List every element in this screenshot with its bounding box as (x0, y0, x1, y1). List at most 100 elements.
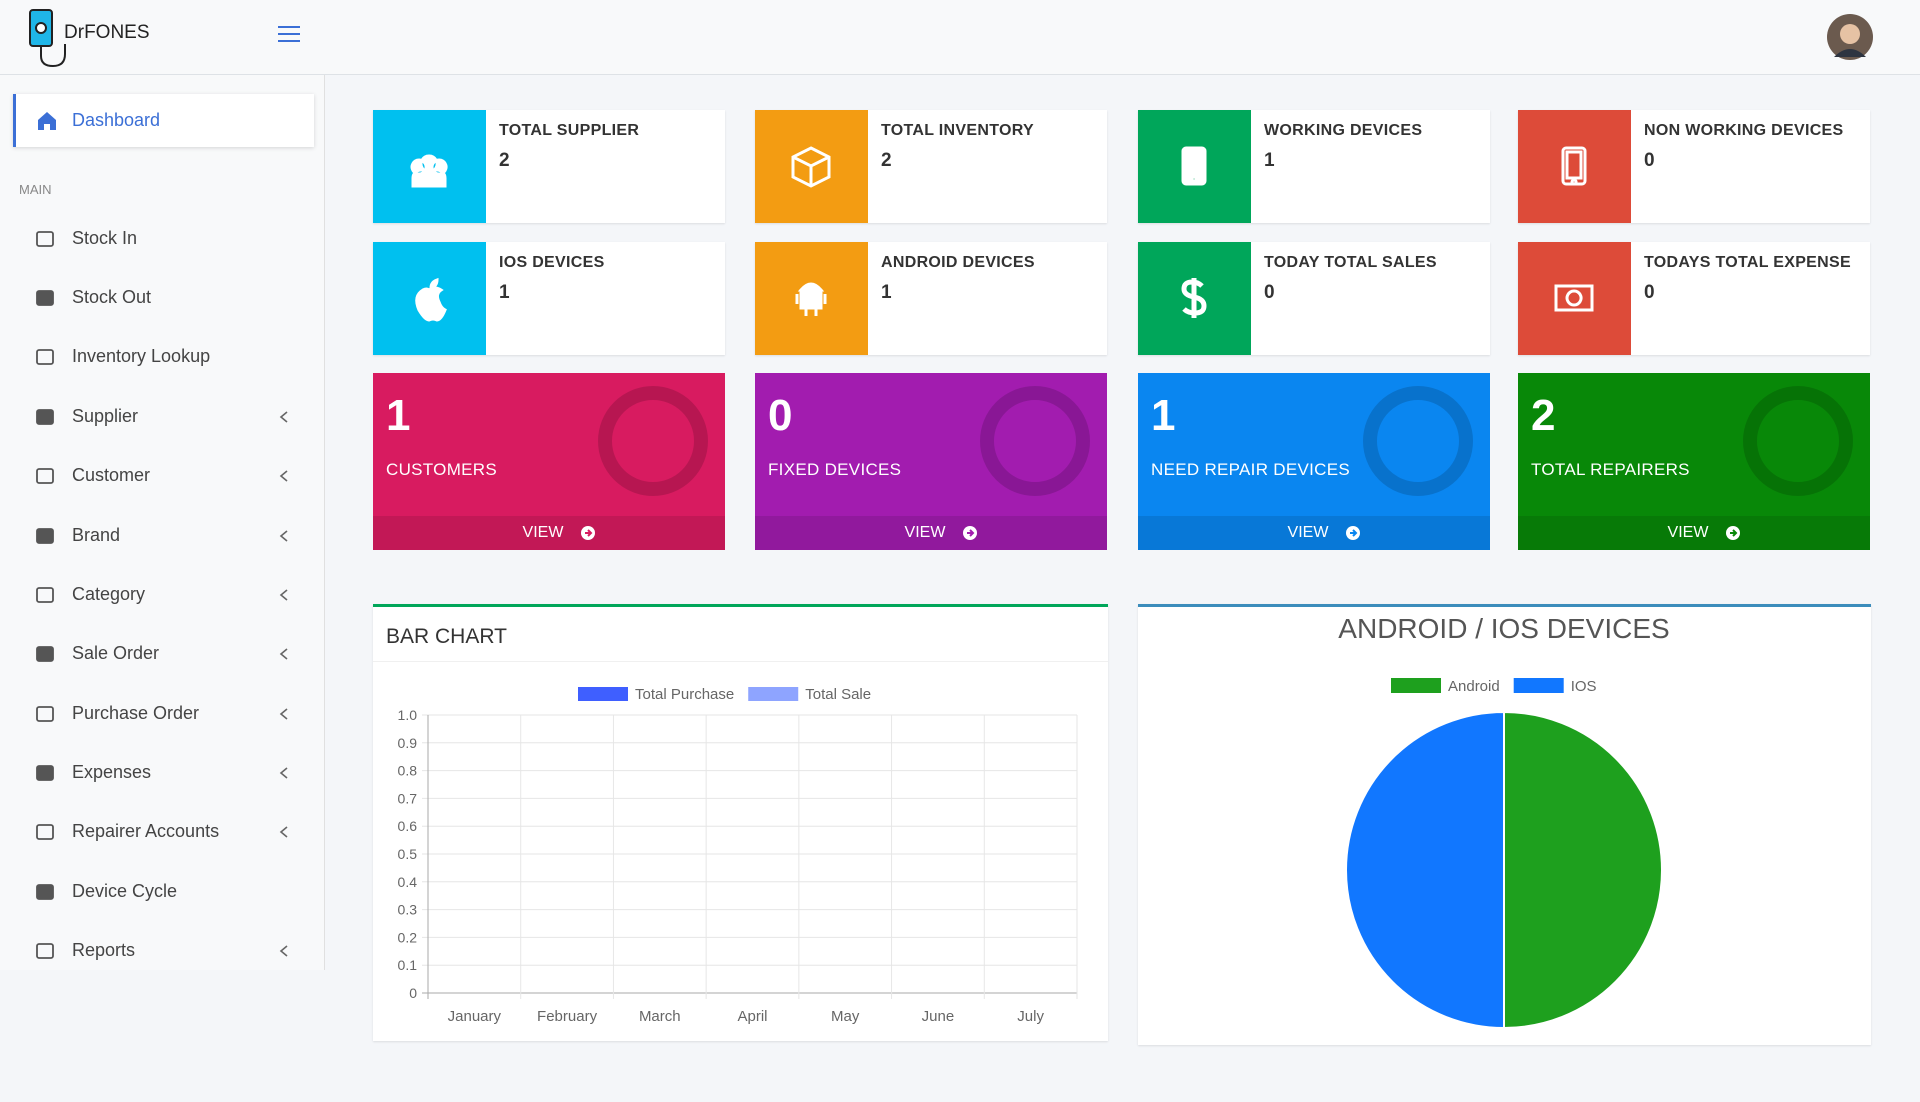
x-tick-label: January (448, 1008, 502, 1025)
chevron (279, 470, 288, 482)
info-box-title: NON WORKING DEVICES (1644, 122, 1844, 139)
nav-item[interactable]: Category (30, 581, 300, 609)
stat-box-footer[interactable]: VIEW (373, 516, 725, 550)
legend-label: Total Sale (805, 686, 871, 703)
info-box: IOS DEVICES 1 (373, 242, 725, 355)
info-box: TODAY TOTAL SALES 0 (1138, 242, 1490, 355)
chevron (279, 945, 288, 957)
pie-slice (1503, 710, 1663, 1030)
x-tick-label: March (639, 1008, 681, 1025)
nav-item[interactable]: Expenses (30, 759, 300, 787)
stat-box-footer[interactable]: VIEW (1518, 516, 1870, 550)
nav-icon (36, 943, 54, 959)
info-box: TODAYS TOTAL EXPENSE 0 (1518, 242, 1870, 355)
nav-item[interactable]: Inventory Lookup (30, 343, 300, 371)
icon-shape (1743, 386, 1853, 496)
nav-item-active[interactable]: Dashboard (13, 94, 314, 147)
submenu-chevron (279, 767, 288, 779)
nav-icon (36, 409, 54, 425)
nav-label: Reports (72, 940, 136, 960)
nav-item[interactable]: Repairer Accounts (30, 818, 300, 846)
nav-item[interactable]: Purchase Order (30, 700, 300, 728)
info-box-icon (1138, 242, 1251, 355)
nav-icon-shape (36, 231, 54, 247)
info-box-title: ANDROID DEVICES (881, 254, 1035, 271)
info-box-value: 0 (1644, 150, 1655, 171)
user-avatar[interactable] (1826, 13, 1874, 61)
nav-item[interactable]: Device Cycle (30, 878, 300, 906)
stat-box-footer[interactable]: VIEW (755, 516, 1107, 550)
stat-box-icon (980, 386, 1090, 496)
nav-icon-shape (36, 646, 54, 662)
nav-item[interactable]: Sale Order (30, 640, 300, 668)
stat-box-icon (1363, 386, 1473, 496)
info-box-value: 1 (1264, 150, 1275, 171)
nav-icon-shape (36, 706, 54, 722)
icon-shape (980, 386, 1090, 496)
nav-icon-shape (36, 468, 54, 484)
icon-shape (415, 277, 447, 322)
pie-chart: ANDROID / IOS DEVICES Android IOS (1338, 613, 1670, 1030)
legend-label: Android (1448, 678, 1500, 695)
nav-icon (36, 587, 54, 603)
stat-box-link: VIEW (1667, 524, 1709, 541)
stat-box-footer[interactable]: VIEW (1138, 516, 1490, 550)
nav-label: Supplier (72, 406, 139, 426)
nav-label: Device Cycle (72, 881, 178, 901)
info-box-title: TOTAL SUPPLIER (499, 122, 640, 139)
chevron (279, 826, 288, 838)
nav-icon (38, 112, 56, 130)
x-tick-label: July (1017, 1008, 1044, 1025)
nav-item[interactable]: Stock In (30, 225, 300, 253)
stat-box-value: 2 (1531, 391, 1556, 440)
submenu-chevron (279, 708, 288, 720)
stat-box-icon (598, 386, 708, 496)
pie-slice (1345, 710, 1505, 1030)
chart-title: ANDROID / IOS DEVICES (1338, 613, 1669, 644)
stat-box: 1 CUSTOMERS VIEW (373, 373, 725, 550)
nav-icon (36, 884, 54, 900)
chevron (279, 530, 288, 542)
nav-label: Stock Out (72, 287, 152, 307)
y-tick-label: 1.0 (398, 707, 418, 723)
nav-icon-shape (36, 943, 54, 959)
x-tick-label: May (831, 1008, 860, 1025)
y-tick-label: 0.1 (398, 957, 418, 973)
legend-label: Total Purchase (635, 686, 734, 703)
nav-item[interactable]: Supplier (30, 403, 300, 431)
arrow (967, 529, 975, 537)
nav-icon-shape (36, 765, 54, 781)
nav-item[interactable]: Customer (30, 462, 300, 490)
nav-item[interactable]: Stock Out (30, 284, 300, 312)
submenu-chevron (279, 411, 288, 423)
info-box-value: 1 (499, 282, 510, 303)
icon (415, 277, 447, 322)
arrow (1350, 529, 1358, 537)
submenu-chevron (279, 470, 288, 482)
nav-icon (36, 706, 54, 722)
nav-icon (36, 349, 54, 365)
submenu-chevron (279, 589, 288, 601)
x-tick-label: February (537, 1008, 598, 1025)
icon (1554, 284, 1594, 312)
menu-toggle[interactable] (277, 24, 301, 44)
nav-icon (36, 290, 54, 306)
nav-label: Expenses (72, 762, 152, 782)
nav-item[interactable]: Brand (30, 522, 300, 550)
stat-box-icon (1743, 386, 1853, 496)
nav-item[interactable]: Reports (30, 937, 300, 965)
nav-icon (36, 468, 54, 484)
stat-box: 2 TOTAL REPAIRERS VIEW (1518, 373, 1870, 550)
info-box-value: 0 (1644, 282, 1655, 303)
legend-swatch (578, 687, 628, 701)
info-box-icon (1518, 242, 1631, 355)
icon (1181, 278, 1207, 318)
icon-shape (1561, 146, 1587, 186)
legend-swatch (1391, 678, 1441, 693)
stat-box: 0 FIXED DEVICES VIEW (755, 373, 1107, 550)
info-box-value: 2 (499, 150, 510, 171)
icon-shape (1181, 146, 1207, 186)
icon (1181, 146, 1207, 186)
chevron (279, 648, 288, 660)
info-box-icon (1138, 110, 1251, 223)
